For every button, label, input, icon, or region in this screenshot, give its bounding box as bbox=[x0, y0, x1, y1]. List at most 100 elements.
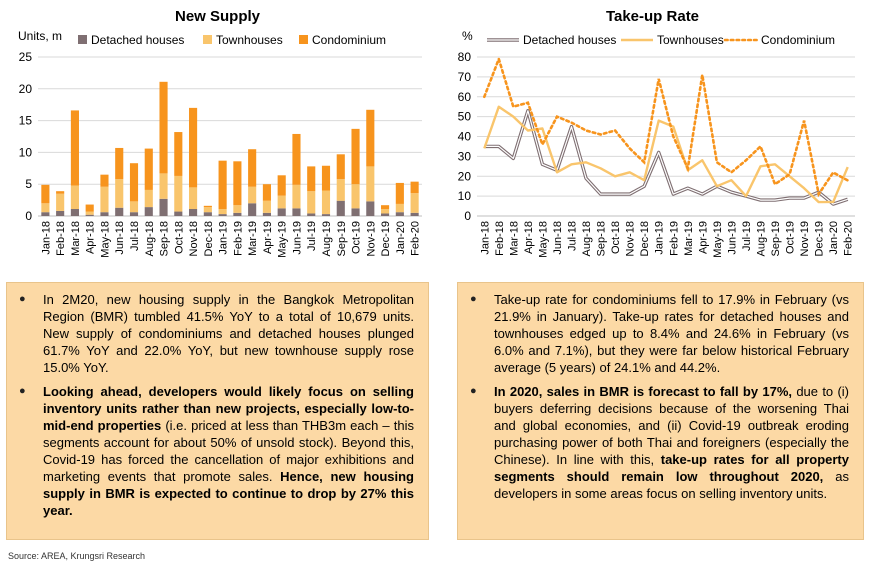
bar-segment bbox=[248, 203, 257, 216]
legend-label: Detached houses bbox=[523, 33, 616, 47]
take-up-bullet-2: In 2020, sales in BMR is forecast to fal… bbox=[468, 383, 849, 502]
y-tick-label: 0 bbox=[464, 209, 471, 223]
take-up-rate-title: Take-up Rate bbox=[605, 8, 700, 25]
series-line-inner bbox=[484, 110, 848, 205]
bar-segment bbox=[85, 211, 94, 215]
x-tick-label: Jul-19 bbox=[741, 221, 753, 251]
y-axis-label: % bbox=[462, 29, 473, 43]
y-tick-label: 40 bbox=[458, 130, 472, 144]
bar-segment bbox=[218, 160, 227, 210]
text-segment: In 2020, sales in BMR is forecast to fal… bbox=[494, 384, 793, 399]
bar-segment bbox=[70, 209, 79, 216]
text-segment: Take-up rate for condominiums fell to 17… bbox=[494, 292, 849, 375]
x-tick-label: May-19 bbox=[712, 221, 724, 258]
bar-segment bbox=[248, 149, 257, 187]
x-tick-label: Jan-20 bbox=[395, 221, 407, 255]
x-tick-label: Feb-18 bbox=[494, 221, 506, 256]
bar-segment bbox=[410, 181, 419, 194]
x-tick-label: Jan-18 bbox=[479, 221, 491, 255]
x-tick-label: Sep-19 bbox=[770, 221, 782, 256]
bar-segment bbox=[70, 185, 79, 210]
legend-label: Townhouses bbox=[657, 33, 724, 47]
x-tick-label: May-19 bbox=[277, 221, 289, 258]
bar-segment bbox=[262, 200, 271, 213]
bar-segment bbox=[381, 209, 390, 214]
x-tick-label: Feb-19 bbox=[232, 221, 244, 256]
x-tick-label: Jun-19 bbox=[291, 221, 303, 255]
y-tick-label: 25 bbox=[19, 50, 33, 64]
x-tick-label: Nov-18 bbox=[188, 221, 200, 256]
bar-segment bbox=[366, 109, 375, 167]
x-tick-label: Jan-19 bbox=[654, 221, 666, 255]
take-up-commentary-box: Take-up rate for condominiums fell to 17… bbox=[457, 282, 864, 540]
x-tick-label: Dec-18 bbox=[203, 221, 215, 256]
text-segment: Looking ahead, developers would likely f… bbox=[43, 384, 414, 433]
x-tick-label: Sep-18 bbox=[596, 221, 608, 256]
bar-segment bbox=[410, 193, 419, 213]
y-tick-label: 5 bbox=[25, 177, 32, 191]
bar-segment bbox=[129, 163, 139, 202]
series-line bbox=[482, 54, 850, 198]
bar-segment bbox=[395, 203, 404, 213]
bar-segment bbox=[115, 207, 124, 216]
bar-segment bbox=[277, 175, 286, 196]
x-tick-label: Jun-19 bbox=[726, 221, 738, 255]
y-tick-label: 70 bbox=[458, 70, 472, 84]
text-segment: take-up rates for all property segments … bbox=[494, 452, 849, 484]
bar-segment bbox=[292, 184, 301, 209]
bar-segment bbox=[56, 193, 65, 211]
bar-segment bbox=[277, 208, 286, 216]
legend-swatch bbox=[299, 35, 308, 44]
new-supply-bullet-2: Looking ahead, developers would likely f… bbox=[17, 383, 414, 519]
bar-segment bbox=[307, 191, 316, 214]
x-tick-label: Sep-18 bbox=[159, 221, 171, 256]
x-tick-label: May-18 bbox=[537, 221, 549, 258]
bar-segment bbox=[410, 212, 419, 216]
x-tick-label: Aug-19 bbox=[756, 221, 768, 256]
bar-segment bbox=[174, 211, 183, 216]
x-tick-label: Feb-18 bbox=[55, 221, 67, 256]
x-tick-label: Apr-18 bbox=[85, 221, 97, 254]
bar-segment bbox=[203, 207, 212, 213]
legend-label: Townhouses bbox=[216, 33, 283, 47]
bar-segment bbox=[233, 212, 242, 216]
source-note: Source: AREA, Krungsri Research bbox=[8, 551, 146, 561]
y-tick-label: 20 bbox=[19, 82, 33, 96]
x-tick-label: Dec-19 bbox=[380, 221, 392, 256]
bar-segment bbox=[129, 201, 139, 213]
bar-segment bbox=[144, 189, 153, 208]
bar-segment bbox=[292, 133, 301, 185]
bar-segment bbox=[381, 213, 390, 216]
bar-segment bbox=[203, 205, 212, 208]
x-tick-label: Apr-18 bbox=[523, 221, 535, 254]
x-tick-label: Mar-19 bbox=[683, 221, 695, 256]
bar-segment bbox=[159, 198, 168, 216]
bar-segment bbox=[262, 212, 271, 216]
bar-segment bbox=[144, 207, 153, 216]
bar-segment bbox=[321, 165, 331, 191]
bar-segment bbox=[395, 182, 404, 204]
bar-segment bbox=[336, 179, 345, 201]
bar-segment bbox=[159, 173, 168, 199]
bar-segment bbox=[307, 166, 316, 192]
bar-segment bbox=[381, 205, 390, 210]
bar-segment bbox=[189, 187, 198, 210]
x-tick-label: Mar-18 bbox=[70, 221, 82, 256]
bar-segment bbox=[366, 166, 375, 202]
x-tick-label: Aug-18 bbox=[144, 221, 156, 256]
series-line bbox=[483, 105, 849, 204]
bar-segment bbox=[129, 212, 139, 216]
y-tick-label: 80 bbox=[458, 50, 472, 64]
y-tick-label: 10 bbox=[458, 189, 472, 203]
x-tick-label: Jun-18 bbox=[114, 221, 126, 255]
bar-segment bbox=[203, 212, 212, 216]
x-tick-label: May-18 bbox=[99, 221, 111, 258]
x-tick-label: Sep-19 bbox=[336, 221, 348, 256]
bar-segment bbox=[159, 81, 168, 174]
bar-segment bbox=[115, 147, 124, 180]
x-tick-label: Mar-18 bbox=[508, 221, 520, 256]
legend-label: Condominium bbox=[312, 33, 386, 47]
take-up-bullet-1: Take-up rate for condominiums fell to 17… bbox=[468, 291, 849, 376]
bar-segment bbox=[321, 214, 331, 216]
